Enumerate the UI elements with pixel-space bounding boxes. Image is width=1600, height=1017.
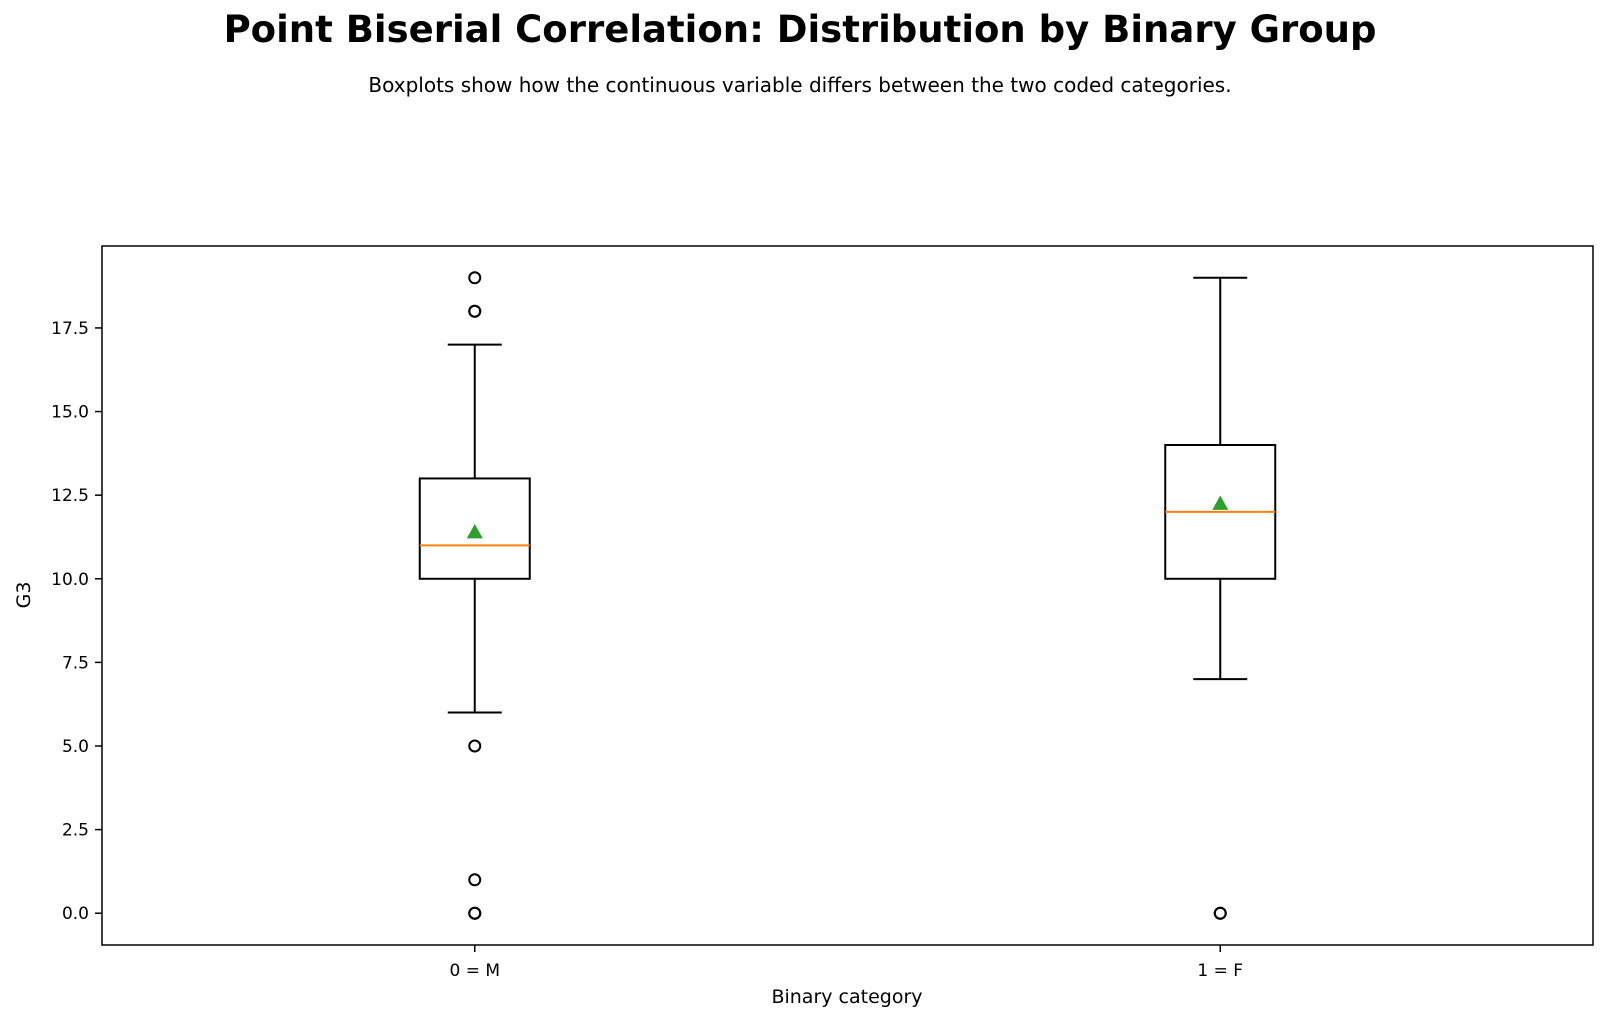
outlier-point [468, 906, 482, 920]
mean-marker [466, 523, 483, 539]
x-tick-label: 1 = F [1197, 961, 1243, 981]
outlier-point [1213, 906, 1227, 920]
y-tick-label: 2.5 [62, 821, 89, 841]
box-group [1164, 276, 1277, 920]
outlier-point [468, 271, 482, 285]
outlier-point [468, 873, 482, 887]
iqr-box [418, 477, 531, 580]
y-tick-label: 10.0 [51, 570, 89, 590]
mean-marker [1212, 495, 1229, 510]
x-tick-label: 0 = M [449, 961, 500, 981]
y-tick-label: 12.5 [51, 486, 89, 506]
y-tick-label: 15.0 [51, 403, 89, 423]
outlier-point [468, 304, 482, 318]
y-tick-label: 0.0 [62, 904, 89, 924]
x-axis-label: Binary category [771, 986, 922, 1008]
plot-frame [101, 245, 1594, 946]
y-tick-label: 17.5 [51, 319, 89, 339]
chart-subtitle: Boxplots show how the continuous variabl… [368, 73, 1232, 97]
y-tick-label: 5.0 [62, 737, 89, 757]
box-group [418, 271, 531, 920]
outlier-point [468, 739, 482, 753]
y-tick-label: 7.5 [62, 653, 89, 673]
y-axis-label: G3 [13, 582, 35, 609]
chart-title: Point Biserial Correlation: Distribution… [223, 8, 1377, 51]
